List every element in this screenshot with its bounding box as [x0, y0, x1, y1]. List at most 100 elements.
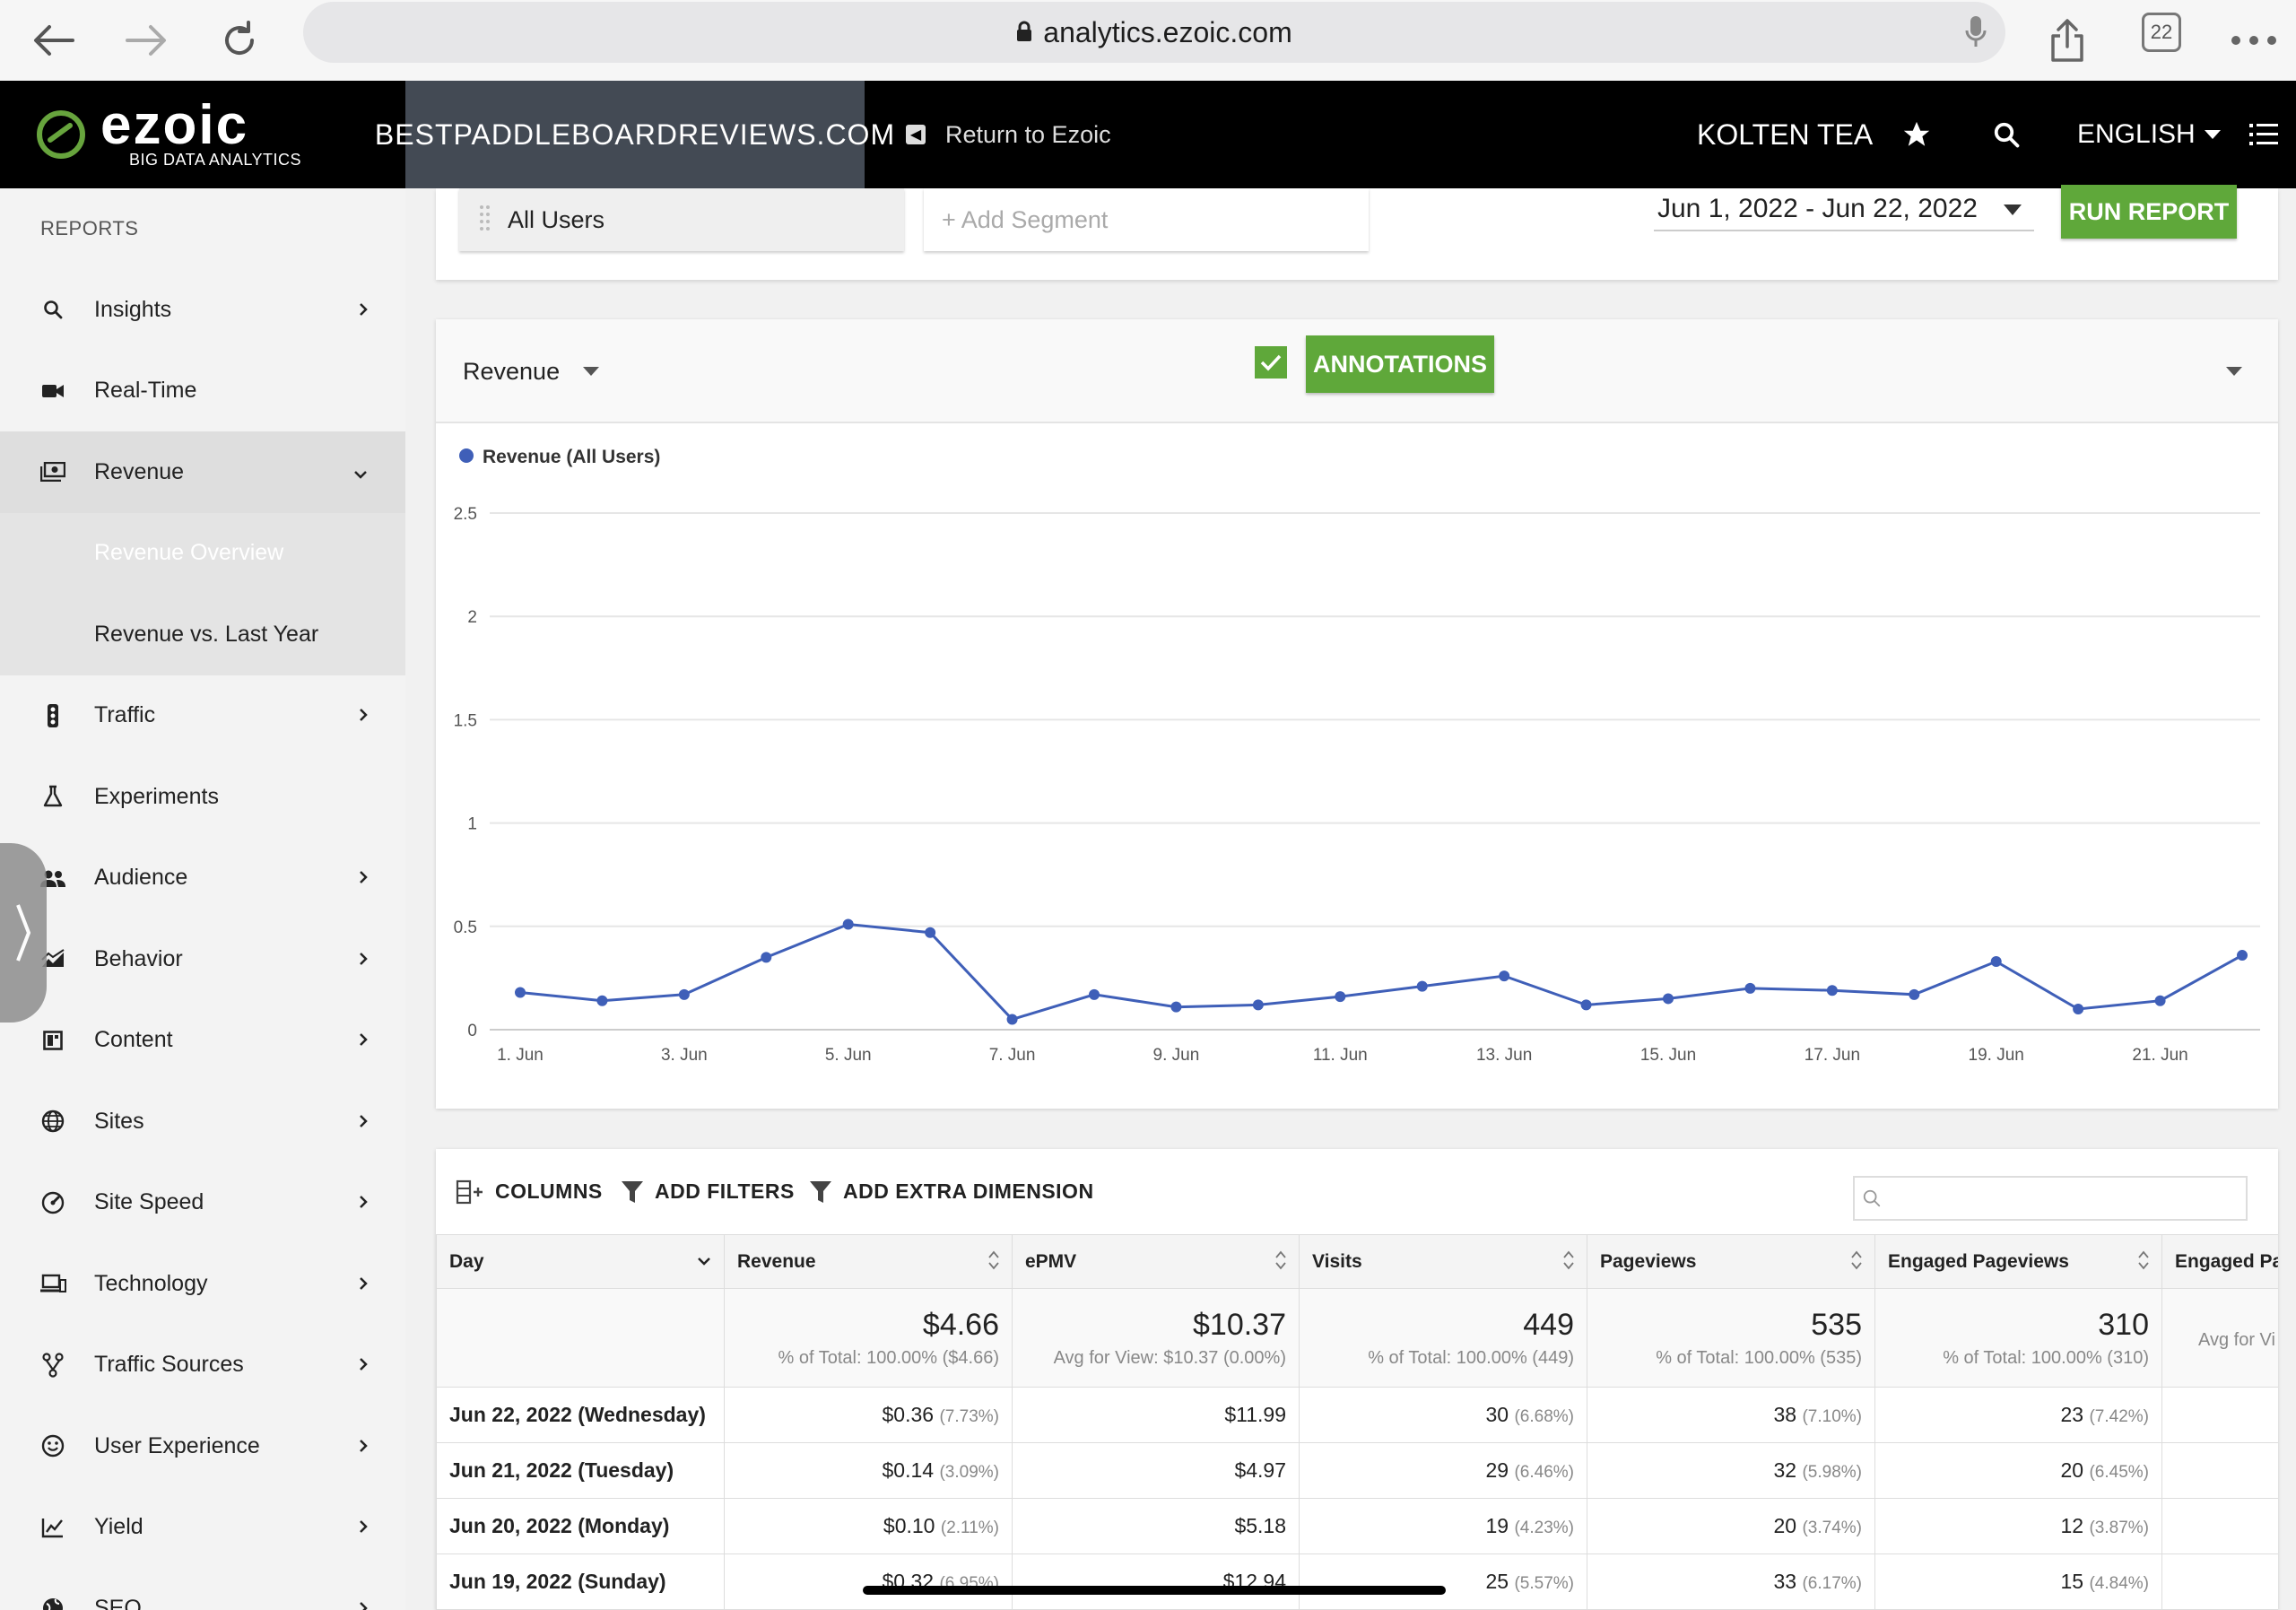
sidebar-item-real-time[interactable]: Real-Time — [0, 351, 405, 432]
money-icon — [39, 458, 66, 485]
home-indicator — [863, 1586, 1446, 1595]
sidebar-item-content[interactable]: Content — [0, 1000, 405, 1082]
data-point[interactable] — [842, 918, 854, 930]
checkmark-icon — [1260, 354, 1282, 371]
search-icon[interactable] — [1993, 81, 2020, 188]
segment-all-users[interactable]: All Users — [459, 188, 904, 251]
sidebar-item-site-speed[interactable]: Site Speed — [0, 1162, 405, 1244]
data-point[interactable] — [515, 987, 526, 998]
data-point[interactable] — [1663, 993, 1674, 1005]
language-selector[interactable]: ENGLISH — [2077, 81, 2221, 188]
columns-label: COLUMNS — [495, 1179, 603, 1203]
columns-button[interactable]: COLUMNS — [456, 1149, 603, 1234]
forward-arrow-icon[interactable] — [115, 9, 178, 72]
sidebar-item-insights[interactable]: Insights — [0, 269, 405, 351]
star-icon[interactable] — [1901, 81, 1932, 188]
column-header-revenue[interactable]: Revenue — [724, 1234, 1013, 1289]
x-tick-label: 9. Jun — [1153, 1046, 1200, 1065]
data-point[interactable] — [1335, 991, 1346, 1003]
sidebar-item-yield[interactable]: Yield — [0, 1487, 405, 1569]
table-toolbar: COLUMNS ADD FILTERS ADD EXTRA DIMENSION — [436, 1149, 2278, 1234]
series-line — [519, 922, 2243, 1022]
data-point[interactable] — [1744, 982, 1756, 994]
table-row[interactable]: Jun 19, 2022 (Sunday) $0.32 (6.95%) $12.… — [436, 1553, 2278, 1610]
sidebar-item-sites[interactable]: Sites — [0, 1081, 405, 1162]
add-extra-dimension-button[interactable]: ADD EXTRA DIMENSION — [809, 1149, 1094, 1234]
pageviews-cell: 20 (3.74%) — [1587, 1498, 1875, 1554]
table-search-input[interactable] — [1853, 1176, 2248, 1221]
engaged-partial-cell — [2161, 1387, 2278, 1443]
metric-value: Revenue — [463, 357, 561, 385]
data-point[interactable] — [1990, 955, 2002, 967]
date-range-value: Jun 1, 2022 - Jun 22, 2022 — [1657, 194, 1978, 223]
report-table-panel: COLUMNS ADD FILTERS ADD EXTRA DIMENSION … — [436, 1149, 2278, 1610]
ezoic-logo[interactable]: ezoic BIG DATA ANALYTICS — [0, 81, 405, 188]
data-point[interactable] — [1252, 999, 1264, 1011]
annotations-checkbox[interactable] — [1255, 346, 1287, 379]
data-point[interactable] — [2237, 950, 2248, 962]
column-header-visits[interactable]: Visits — [1299, 1234, 1587, 1289]
data-point[interactable] — [2073, 1003, 2084, 1014]
annotations-button[interactable]: ANNOTATIONS — [1306, 335, 1494, 393]
tabs-count-button[interactable]: 22 — [2142, 13, 2181, 52]
header-label: Engaged Pa — [2175, 1250, 2278, 1272]
table-row[interactable]: Jun 22, 2022 (Wednesday) $0.36 (7.73%) $… — [436, 1387, 2278, 1443]
data-point[interactable] — [2154, 995, 2166, 1006]
data-point[interactable] — [925, 927, 936, 938]
sidebar-item-seo[interactable]: SEO — [0, 1568, 405, 1610]
user-name[interactable]: KOLTEN TEA — [1697, 117, 1874, 151]
data-point[interactable] — [1416, 980, 1428, 992]
data-point[interactable] — [1826, 985, 1838, 996]
data-point[interactable] — [596, 995, 608, 1006]
metric-selector[interactable]: Revenue — [463, 319, 600, 423]
data-point[interactable] — [761, 952, 772, 963]
data-point[interactable] — [1499, 970, 1510, 982]
legend-label[interactable]: Revenue (All Users) — [483, 447, 660, 467]
sidebar-item-revenue-overview[interactable]: Revenue Overview — [0, 512, 405, 594]
more-icon[interactable] — [2222, 9, 2285, 72]
data-point[interactable] — [1089, 988, 1100, 1000]
totals-cell: Avg for Vi — [2161, 1288, 2278, 1388]
sidebar-item-traffic-sources[interactable]: Traffic Sources — [0, 1325, 405, 1406]
engaged-partial-cell — [2161, 1553, 2278, 1610]
add-filters-button[interactable]: ADD FILTERS — [621, 1149, 795, 1234]
sidebar-collapse-toggle[interactable] — [0, 843, 47, 1023]
segment-panel: All Users + Add Segment Jun 1, 2022 - Ju… — [436, 185, 2278, 280]
column-header-epmv[interactable]: ePMV — [1012, 1234, 1300, 1289]
sidebar-item-traffic[interactable]: Traffic — [0, 675, 405, 757]
caret-down-icon[interactable] — [2226, 364, 2242, 380]
sidebar-item-behavior[interactable]: Behavior — [0, 918, 405, 1000]
table-row[interactable]: Jun 20, 2022 (Monday) $0.10 (2.11%) $5.1… — [436, 1498, 2278, 1554]
address-bar[interactable]: analytics.ezoic.com — [303, 2, 2005, 63]
data-point[interactable] — [1006, 1014, 1018, 1025]
add-segment-input[interactable]: + Add Segment — [924, 188, 1369, 251]
date-range-picker[interactable]: Jun 1, 2022 - Jun 22, 2022 — [1654, 188, 2034, 231]
column-header-engaged-pageviews[interactable]: Engaged Pageviews — [1874, 1234, 2162, 1289]
sidebar-item-label: Site Speed — [94, 1189, 204, 1215]
data-point[interactable] — [1909, 988, 1920, 1000]
column-header-pageviews[interactable]: Pageviews — [1587, 1234, 1875, 1289]
run-report-button[interactable]: RUN REPORT — [2061, 185, 2237, 239]
share-icon[interactable] — [2036, 9, 2099, 72]
drag-handle-icon[interactable] — [479, 205, 491, 235]
reload-icon[interactable] — [208, 9, 271, 72]
sidebar-item-user-experience[interactable]: User Experience — [0, 1405, 405, 1487]
sidebar-item-label: Traffic — [94, 702, 156, 728]
table-row[interactable]: Jun 21, 2022 (Tuesday) $0.14 (3.09%) $4.… — [436, 1442, 2278, 1499]
site-name[interactable]: BESTPADDLEBOARDREVIEWS.COM — [375, 81, 894, 188]
microphone-icon[interactable] — [1964, 14, 1987, 57]
data-point[interactable] — [678, 988, 690, 1000]
column-header-day[interactable]: Day — [436, 1234, 725, 1289]
sidebar-item-experiments[interactable]: Experiments — [0, 756, 405, 838]
sidebar-item-revenue[interactable]: Revenue — [0, 431, 405, 513]
back-arrow-icon[interactable] — [22, 9, 85, 72]
return-to-ezoic-link[interactable]: ◀ Return to Ezoic — [906, 81, 1111, 188]
data-point[interactable] — [1170, 1001, 1182, 1013]
column-header-engaged-partial[interactable]: Engaged Pa — [2161, 1234, 2278, 1289]
sidebar-item-label: Technology — [94, 1270, 208, 1296]
sidebar-item-revenue-vs-last-year[interactable]: Revenue vs. Last Year — [0, 594, 405, 675]
sidebar-item-technology[interactable]: Technology — [0, 1243, 405, 1325]
menu-list-icon[interactable] — [2249, 81, 2278, 188]
data-point[interactable] — [1580, 999, 1592, 1011]
sidebar-item-audience[interactable]: Audience — [0, 838, 405, 919]
